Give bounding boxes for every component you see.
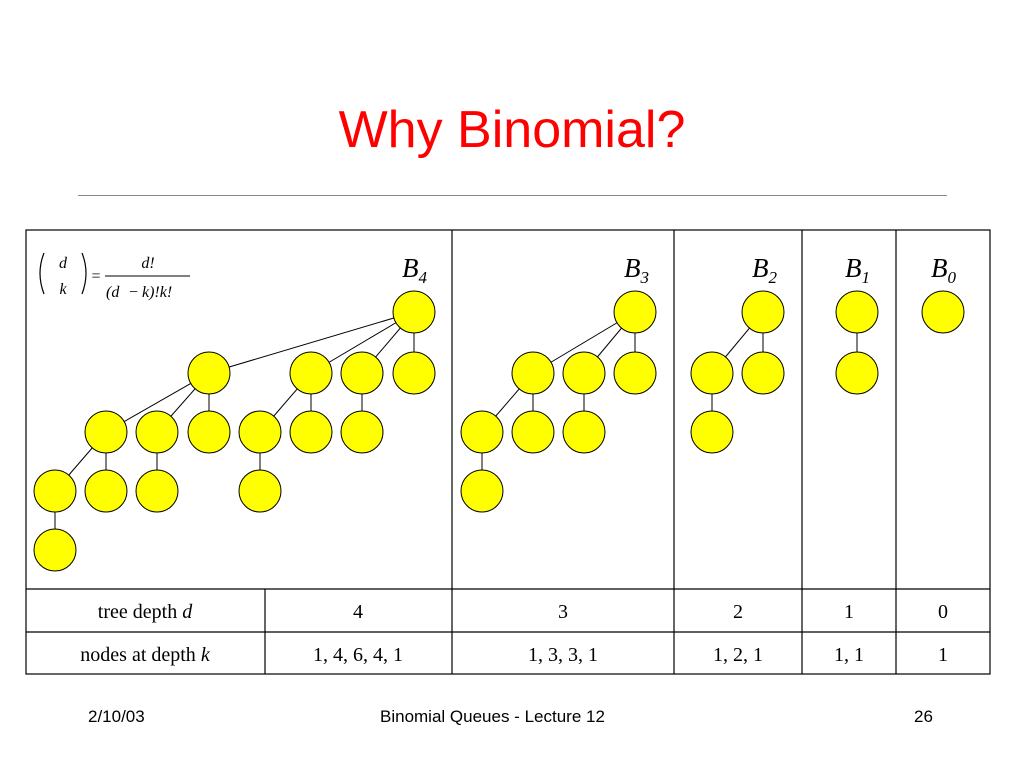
tree-labels: B4 B3 B2 B1 B0 xyxy=(402,253,957,287)
table-cell: 4 xyxy=(353,601,363,623)
tree-b3-node xyxy=(613,290,657,334)
table-cell: 2 xyxy=(733,601,743,623)
table-frame xyxy=(25,229,991,675)
tree-b4-node xyxy=(33,469,77,513)
tree-b3-node xyxy=(511,410,555,454)
tree-b2-node xyxy=(690,351,734,395)
tree-b3-node xyxy=(562,410,606,454)
table-cell: 1, 1 xyxy=(834,644,864,666)
formula-rhs-top: d! xyxy=(141,255,154,272)
tree-b0-label: B0 xyxy=(931,253,957,287)
formula-lhs-top: d xyxy=(59,255,68,272)
tree-b4-edge xyxy=(208,311,415,374)
tree-b2-node xyxy=(741,290,785,334)
title-divider xyxy=(78,195,947,196)
footer-page-number: 26 xyxy=(914,707,933,726)
tree-b4-node xyxy=(135,410,179,454)
formula-rhs-bottom-minus: − xyxy=(129,284,138,301)
tree-b3-node xyxy=(460,469,504,513)
left-paren xyxy=(39,252,45,295)
tree-b4-node xyxy=(238,469,282,513)
tree-b4-node xyxy=(340,410,384,454)
table-row-label: nodes at depth k xyxy=(80,644,211,666)
binomial-formula: d k = d! (d − k)!k! xyxy=(39,252,190,301)
table-cell: 0 xyxy=(938,601,948,623)
tree-b1-label: B1 xyxy=(845,253,870,287)
tree-b4-node xyxy=(392,290,436,334)
formula-equals: = xyxy=(91,268,100,285)
tree-b3-node xyxy=(460,410,504,454)
table-cell: 1, 4, 6, 4, 1 xyxy=(313,644,403,666)
tree-b4-node xyxy=(84,410,128,454)
tree-b4-node xyxy=(289,410,333,454)
tree-b3-label: B3 xyxy=(624,253,649,287)
table-cell: 1 xyxy=(844,601,854,623)
tree-b2-node xyxy=(741,351,785,395)
tree-b4-node xyxy=(238,410,282,454)
tree-b4-label: B4 xyxy=(402,253,428,287)
tree-b4-node xyxy=(340,351,384,395)
table-cell: 3 xyxy=(558,601,568,623)
tree-b4-node xyxy=(135,469,179,513)
slide-title: Why Binomial? xyxy=(338,101,686,159)
formula-lhs-bottom: k xyxy=(59,281,67,298)
formula-rhs-bottom-b: k)!k! xyxy=(142,284,172,301)
table-row-label: tree depth d xyxy=(98,601,193,623)
table-text: tree depth d 4 3 2 1 0 nodes at depth k 1, 4, 6… xyxy=(80,601,948,666)
footer-date: 2/10/03 xyxy=(88,707,145,726)
tree-b4-node xyxy=(392,351,436,395)
table-cell: 1, 3, 3, 1 xyxy=(528,644,598,666)
table-cell: 1, 2, 1 xyxy=(713,644,763,666)
right-paren xyxy=(81,252,87,295)
tree-b2-label: B2 xyxy=(752,253,778,287)
tree-b3-node xyxy=(511,351,555,395)
tree-b1-node xyxy=(835,351,879,395)
formula-rhs-bottom-a: (d xyxy=(106,284,120,301)
tree-b4-node xyxy=(289,351,333,395)
tree-b4-node xyxy=(187,410,231,454)
footer-lecture: Binomial Queues - Lecture 12 xyxy=(380,707,605,726)
tree-b3-node xyxy=(613,351,657,395)
tree-b2-node xyxy=(690,410,734,454)
tree-b4-node xyxy=(187,351,231,395)
tree-b4-node xyxy=(33,528,77,572)
tree-b4-node xyxy=(84,469,128,513)
table-cell: 1 xyxy=(938,644,948,666)
tree-b3-node xyxy=(562,351,606,395)
tree-b0-node xyxy=(921,290,965,334)
tree-nodes xyxy=(33,290,965,572)
tree-b1-node xyxy=(835,290,879,334)
